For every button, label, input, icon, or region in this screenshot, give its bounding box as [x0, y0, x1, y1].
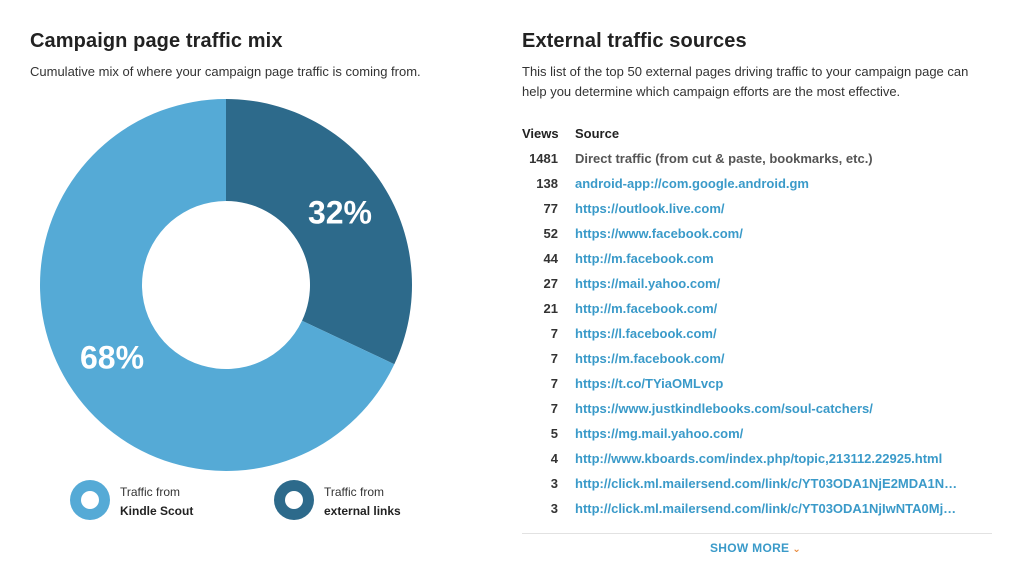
- table-row: 7 https://l.facebook.com/: [522, 325, 992, 350]
- row-views: 3: [550, 501, 558, 516]
- row-source-link[interactable]: https://l.facebook.com/: [575, 326, 717, 341]
- table-row: 7 https://www.justkindlebooks.com/soul-ca…: [522, 400, 992, 425]
- row-views: 21: [543, 301, 558, 316]
- external-sources-description: This list of the top 50 external pages d…: [522, 64, 969, 99]
- row-views: 7: [550, 351, 558, 366]
- table-row: 1481 Direct traffic (from cut & paste, bo…: [522, 150, 992, 175]
- legend-label-line2: Kindle Scout: [120, 504, 194, 518]
- external-sources-title: External traffic sources: [522, 30, 747, 52]
- row-source-link[interactable]: android-app://com.google.android.gm: [575, 176, 809, 191]
- row-views: 7: [550, 376, 558, 391]
- row-source-link[interactable]: http://click.ml.mailersend.com/link/c/YT…: [575, 501, 957, 516]
- table-row: 52 https://www.facebook.com/: [522, 225, 992, 250]
- legend-swatch-kindle-scout: [70, 480, 110, 520]
- legend-label-line1: Traffic from: [120, 485, 181, 499]
- sources-table-body: 1481 Direct traffic (from cut & paste, bo…: [522, 150, 992, 525]
- column-header-source: Source: [575, 126, 620, 141]
- row-views: 27: [543, 276, 558, 291]
- row-views: 52: [543, 226, 558, 241]
- row-source-link[interactable]: http://www.kboards.com/index.php/topic,2…: [575, 451, 943, 466]
- row-source-link[interactable]: https://outlook.live.com/: [575, 201, 725, 216]
- table-row: 44 http://m.facebook.com: [522, 250, 992, 275]
- external-sources-panel: External traffic sources This list of th…: [522, 30, 992, 102]
- row-views: 1481: [529, 151, 558, 166]
- table-row: 3 http://click.ml.mailersend.com/link/c/Y…: [522, 500, 992, 525]
- table-row: 7 https://t.co/TYiaOMLvcp: [522, 375, 992, 400]
- donut-label-external-links: 32%: [308, 195, 372, 231]
- show-more-label: SHOW MORE: [710, 541, 790, 555]
- row-source-link[interactable]: http://m.facebook.com: [575, 251, 714, 266]
- table-row: 4 http://www.kboards.com/index.php/topic,…: [522, 450, 992, 475]
- table-row: 27 https://mail.yahoo.com/: [522, 275, 992, 300]
- table-row: 77 https://outlook.live.com/: [522, 200, 992, 225]
- chevron-down-icon: ⌄: [792, 544, 802, 555]
- traffic-mix-panel: Campaign page traffic mix Cumulative mix…: [30, 30, 480, 82]
- legend-label-line1: Traffic from: [324, 485, 385, 499]
- row-views: 7: [550, 401, 558, 416]
- row-source-link[interactable]: https://mg.mail.yahoo.com/: [575, 426, 744, 441]
- row-source-link[interactable]: https://www.justkindlebooks.com/soul-cat…: [575, 401, 873, 416]
- row-source-link[interactable]: http://click.ml.mailersend.com/link/c/YT…: [575, 476, 958, 491]
- table-divider: [522, 533, 992, 534]
- row-views: 4: [550, 451, 558, 466]
- row-source-link[interactable]: https://t.co/TYiaOMLvcp: [575, 376, 724, 391]
- legend-label-line2: external links: [324, 504, 401, 518]
- row-views: 77: [543, 201, 558, 216]
- donut-slice-external-links: [226, 99, 412, 365]
- row-source-link[interactable]: http://m.facebook.com/: [575, 301, 718, 316]
- row-views: 44: [543, 251, 558, 266]
- row-views: 3: [550, 476, 558, 491]
- row-source-text: Direct traffic (from cut & paste, bookma…: [575, 151, 873, 166]
- row-views: 138: [536, 176, 558, 191]
- donut-label-kindle-scout: 68%: [80, 339, 144, 375]
- row-source-link[interactable]: https://m.facebook.com/: [575, 351, 725, 366]
- table-row: 138 android-app://com.google.android.gm: [522, 175, 992, 200]
- table-row: 3 http://click.ml.mailersend.com/link/c/Y…: [522, 475, 992, 500]
- traffic-mix-title: Campaign page traffic mix: [30, 30, 283, 52]
- show-more-button[interactable]: SHOW MORE ⌄: [710, 541, 801, 555]
- table-row: 5 https://mg.mail.yahoo.com/: [522, 425, 992, 450]
- table-row: 21 http://m.facebook.com/: [522, 300, 992, 325]
- row-views: 5: [550, 426, 558, 441]
- row-views: 7: [550, 326, 558, 341]
- table-row: 7 https://m.facebook.com/: [522, 350, 992, 375]
- legend-swatch-external-links: [274, 480, 314, 520]
- column-header-views: Views: [522, 126, 559, 141]
- row-source-link[interactable]: https://www.facebook.com/: [575, 226, 743, 241]
- donut-slice-kindle-scout: [39, 99, 395, 471]
- traffic-mix-subtitle: Cumulative mix of where your campaign pa…: [30, 64, 421, 79]
- row-source-link[interactable]: https://mail.yahoo.com/: [575, 276, 721, 291]
